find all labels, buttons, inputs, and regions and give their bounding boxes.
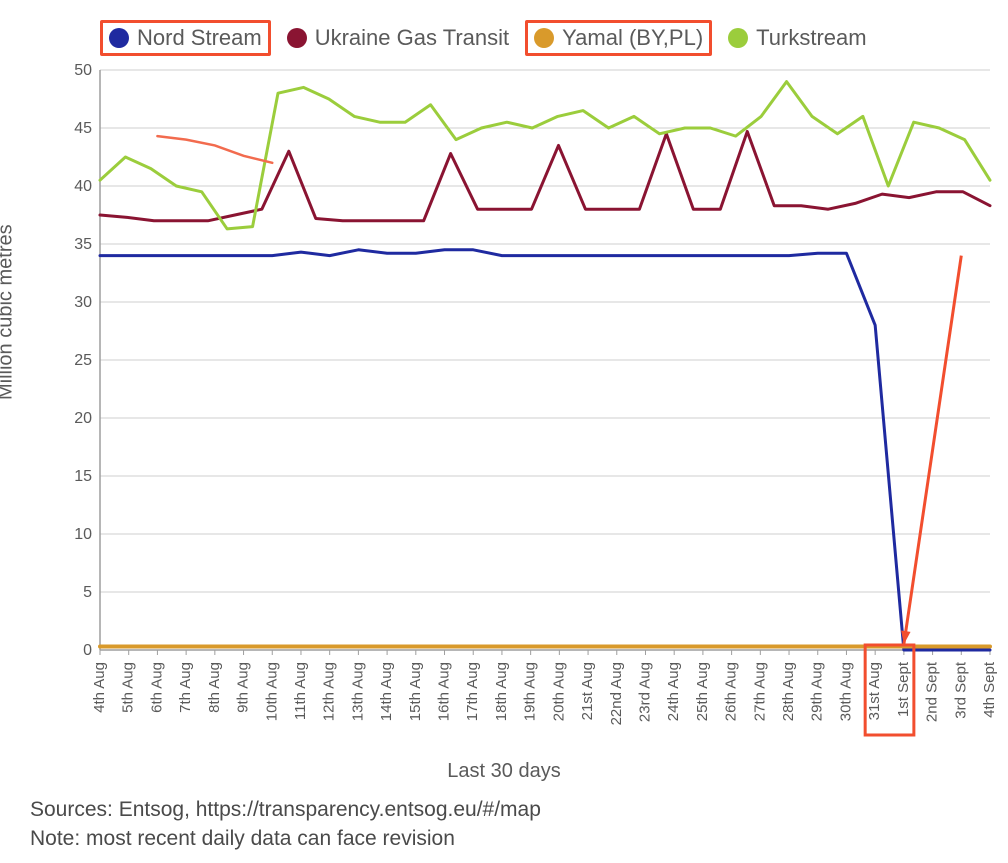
ukraine_gas_transit-swatch-icon [287,28,307,48]
svg-text:18th Aug: 18th Aug [493,662,510,721]
legend-item-ukraine_gas_transit: Ukraine Gas Transit [281,23,515,53]
svg-text:11th Aug: 11th Aug [292,662,309,720]
footer: Sources: Entsog, https://transparency.en… [30,796,541,853]
svg-text:31st Aug: 31st Aug [866,662,883,720]
svg-text:6th Aug: 6th Aug [148,662,165,713]
chart-page: Nord Stream Ukraine Gas Transit Yamal (BY,… [0,0,1008,863]
legend-label: Turkstream [756,25,866,51]
footer-source: Sources: Entsog, https://transparency.en… [30,796,541,824]
svg-text:40: 40 [74,178,92,195]
legend-label: Ukraine Gas Transit [315,25,509,51]
svg-text:50: 50 [74,62,92,79]
svg-text:22nd Aug: 22nd Aug [608,662,625,725]
svg-text:29th Aug: 29th Aug [809,662,826,721]
svg-text:45: 45 [74,120,92,137]
svg-text:5: 5 [83,584,92,601]
svg-text:15th Aug: 15th Aug [407,662,424,721]
svg-text:15: 15 [74,468,92,485]
svg-text:23rd Aug: 23rd Aug [636,662,653,722]
svg-text:28th Aug: 28th Aug [780,662,797,721]
svg-text:10: 10 [74,526,92,543]
svg-text:3rd Sept: 3rd Sept [952,661,969,719]
turkstream-swatch-icon [728,28,748,48]
svg-text:4th Aug: 4th Aug [91,662,108,713]
svg-text:27th Aug: 27th Aug [751,662,768,721]
svg-text:21st Aug: 21st Aug [579,662,596,720]
svg-text:24th Aug: 24th Aug [665,662,682,721]
svg-text:16th Aug: 16th Aug [436,662,453,721]
svg-text:7th Aug: 7th Aug [177,662,194,713]
svg-text:13th Aug: 13th Aug [349,662,366,721]
svg-text:25th Aug: 25th Aug [694,662,711,721]
legend-item-yamal: Yamal (BY,PL) [525,20,712,56]
legend-item-turkstream: Turkstream [722,23,872,53]
svg-text:5th Aug: 5th Aug [120,662,137,713]
legend-item-nord_stream: Nord Stream [100,20,271,56]
svg-text:10th Aug: 10th Aug [263,662,280,721]
svg-text:25: 25 [74,352,92,369]
legend-label: Nord Stream [137,25,262,51]
svg-text:17th Aug: 17th Aug [464,662,481,721]
svg-text:20: 20 [74,410,92,427]
y-axis-label: Million cubic metres [0,224,18,400]
legend-label: Yamal (BY,PL) [562,25,703,51]
svg-text:30: 30 [74,294,92,311]
svg-text:20th Aug: 20th Aug [550,662,567,721]
line-chart: 0 5 10 15 20 25 30 35 40 45 50 4th Aug 5th Aug 6th Au… [60,60,1000,740]
svg-text:35: 35 [74,236,92,253]
svg-text:9th Aug: 9th Aug [235,662,252,713]
yamal-swatch-icon [534,28,554,48]
legend: Nord Stream Ukraine Gas Transit Yamal (BY,… [100,20,873,56]
svg-text:14th Aug: 14th Aug [378,662,395,721]
svg-text:30th Aug: 30th Aug [837,662,854,721]
footer-note: Note: most recent daily data can face re… [30,825,541,853]
nord_stream-swatch-icon [109,28,129,48]
x-axis-label: Last 30 days [447,760,560,783]
svg-text:2nd Sept: 2nd Sept [924,661,941,722]
svg-text:4th Sept: 4th Sept [981,661,998,718]
svg-text:8th Aug: 8th Aug [206,662,223,713]
svg-text:0: 0 [83,642,92,659]
svg-text:26th Aug: 26th Aug [723,662,740,721]
svg-text:1st Sept: 1st Sept [895,661,912,717]
svg-text:12th Aug: 12th Aug [321,662,338,721]
svg-text:19th Aug: 19th Aug [522,662,539,721]
